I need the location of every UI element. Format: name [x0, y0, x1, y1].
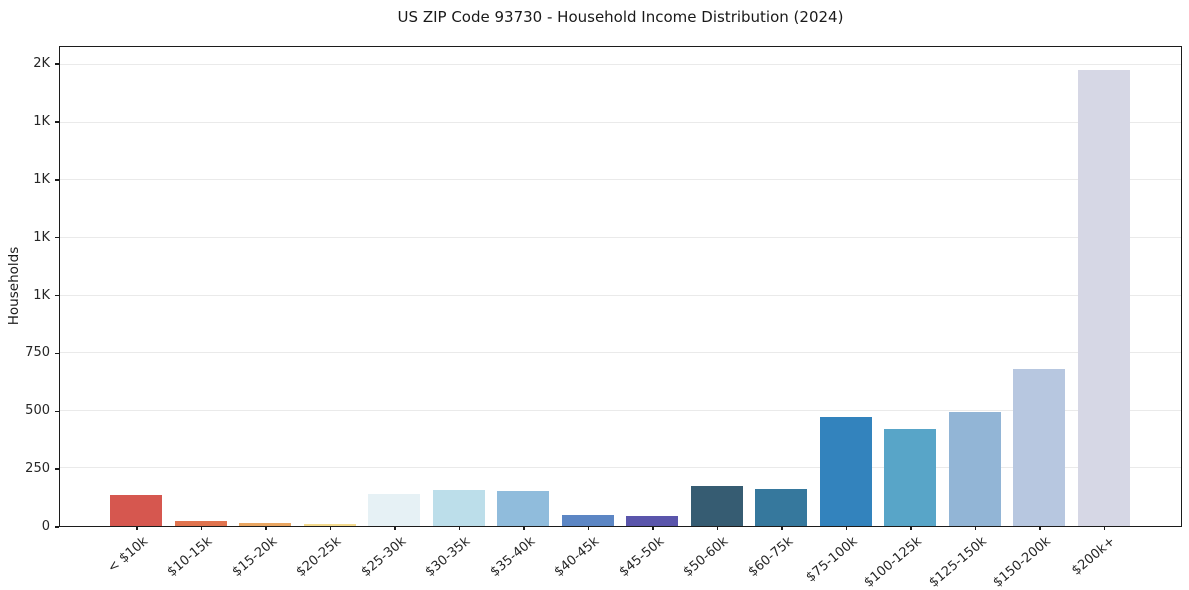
bar-slot: $45-50k	[616, 47, 685, 580]
y-axis-tick-marks	[55, 46, 59, 528]
bar-slot: $100-125k	[862, 47, 943, 590]
x-tick-label: $60-75k	[745, 534, 796, 580]
y-tick-mark	[55, 236, 59, 239]
x-tick-label: $40-45k	[551, 534, 603, 580]
y-tick-mark	[55, 410, 59, 412]
bar-slot: $75-100k	[803, 47, 879, 585]
x-tick-mark	[845, 526, 848, 530]
x-tick-mark	[910, 526, 912, 530]
x-tick-label: $150-200k	[990, 534, 1054, 590]
x-tick-label: $20-25k	[293, 534, 345, 580]
x-tick-label: $100-125k	[861, 534, 925, 590]
x-tick-mark	[1103, 526, 1106, 530]
x-tick-mark	[652, 526, 654, 530]
bar-35-40k	[497, 491, 550, 526]
gridline	[60, 352, 1181, 354]
x-tick-mark	[458, 526, 461, 530]
bars-container: < $10k $10-15k $15-20k $20-25k $25-30k $30-35…	[104, 47, 1137, 590]
x-tick-label: $45-50k	[616, 534, 667, 580]
x-tick-mark	[394, 526, 396, 530]
x-tick-label: < $10k	[104, 534, 151, 576]
y-tick-mark	[55, 63, 59, 65]
x-tick-mark	[523, 526, 525, 530]
gridline	[60, 63, 1181, 65]
x-tick-mark	[716, 526, 719, 530]
x-tick-mark	[329, 526, 332, 530]
x-tick-mark	[136, 526, 138, 530]
bar-200k	[1077, 69, 1130, 526]
bar-slot: $35-40k	[487, 47, 556, 580]
x-tick-label: $35-40k	[487, 534, 538, 580]
bar-slot: $50-60k	[681, 47, 750, 580]
bar-slot: $60-75k	[745, 47, 814, 580]
plot-area: < $10k $10-15k $15-20k $20-25k $25-30k $30-35…	[59, 46, 1182, 590]
y-tick-label: 2K	[33, 56, 50, 72]
y-tick-mark	[55, 526, 59, 528]
y-tick-mark	[55, 121, 59, 123]
gridline	[60, 409, 1181, 411]
bar-100-125k	[884, 429, 937, 526]
x-tick-label: $30-35k	[422, 534, 474, 580]
bar-slot: $25-30k	[358, 47, 427, 580]
bar-60-75k	[755, 488, 808, 526]
bar-10k	[110, 494, 163, 526]
bar-15-20k	[239, 522, 292, 526]
bar-slot: $10-15k	[165, 47, 234, 580]
bar-75-100k	[819, 416, 872, 526]
gridline	[60, 179, 1181, 181]
bar-20-25k	[303, 523, 356, 526]
bar-slot: $150-200k	[991, 47, 1072, 590]
bar-30-35k	[432, 490, 485, 526]
bar-150-200k	[1013, 369, 1066, 526]
y-tick-mark	[55, 294, 59, 297]
bar-slot: $200k+	[1069, 47, 1137, 579]
y-tick-label: 0	[41, 519, 50, 534]
x-tick-mark	[781, 526, 783, 530]
x-tick-label: $75-100k	[803, 534, 861, 586]
bar-125-150k	[948, 411, 1001, 526]
y-tick-mark	[55, 468, 59, 470]
bar-slot: $20-25k	[294, 47, 363, 580]
bar-50-60k	[690, 485, 743, 526]
y-axis-tick-labels: 0 250 500 750 1K 1K 1K 1K 2K	[0, 46, 50, 534]
x-tick-mark	[1039, 526, 1041, 530]
x-tick-mark	[200, 526, 203, 530]
gridline	[60, 467, 1181, 469]
bar-45-50k	[626, 515, 679, 526]
bar-slot: $30-35k	[423, 47, 492, 580]
chart-title: US ZIP Code 93730 - Household Income Dis…	[397, 8, 844, 26]
bar-slot: $15-20k	[229, 47, 298, 580]
y-tick-label: 1K	[33, 171, 50, 187]
y-tick-label: 1K	[33, 113, 50, 129]
y-tick-label: 500	[25, 403, 50, 419]
x-tick-mark	[265, 526, 267, 530]
x-tick-label: $15-20k	[229, 534, 280, 580]
gridline	[60, 236, 1181, 238]
x-tick-label: $10-15k	[164, 534, 216, 580]
bar-10-15k	[174, 521, 227, 526]
gridline	[60, 294, 1181, 296]
bar-25-30k	[368, 494, 421, 526]
x-tick-label: $125-150k	[926, 534, 990, 590]
bar-slot: $40-45k	[552, 47, 621, 580]
x-tick-mark	[974, 526, 977, 530]
y-tick-label: 1K	[33, 287, 50, 303]
y-tick-mark	[55, 179, 59, 181]
bar-slot: < $10k	[104, 47, 169, 576]
bar-slot: $125-150k	[926, 47, 1008, 590]
y-tick-label: 1K	[33, 229, 50, 245]
x-tick-label: $25-30k	[358, 534, 409, 580]
x-tick-mark	[587, 526, 590, 530]
y-tick-label: 250	[25, 461, 50, 477]
gridline	[60, 121, 1181, 123]
bar-40-45k	[561, 515, 614, 526]
x-tick-label: $200k+	[1069, 534, 1119, 579]
y-tick-mark	[55, 352, 59, 355]
y-tick-label: 750	[25, 345, 50, 361]
x-tick-label: $50-60k	[680, 534, 732, 580]
